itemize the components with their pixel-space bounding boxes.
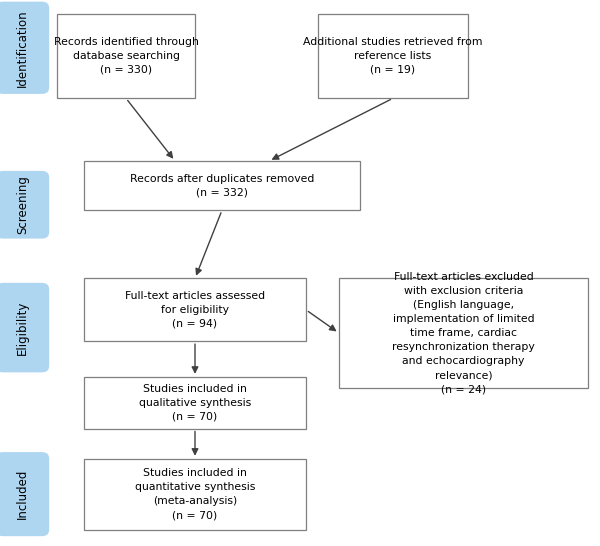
Text: Studies included in
qualitative synthesis
(n = 70): Studies included in qualitative synthesi… [139,384,251,422]
Text: Records after duplicates removed
(n = 332): Records after duplicates removed (n = 33… [130,174,314,198]
FancyBboxPatch shape [339,278,588,388]
Text: Records identified through
database searching
(n = 330): Records identified through database sear… [53,37,199,75]
Text: Identification: Identification [16,9,29,87]
Text: Full-text articles assessed
for eligibility
(n = 94): Full-text articles assessed for eligibil… [125,291,265,329]
Text: Additional studies retrieved from
reference lists
(n = 19): Additional studies retrieved from refere… [303,37,483,75]
Text: Eligibility: Eligibility [16,300,29,355]
FancyBboxPatch shape [0,452,49,536]
FancyBboxPatch shape [0,171,49,239]
FancyBboxPatch shape [84,459,306,530]
FancyBboxPatch shape [84,161,360,210]
FancyBboxPatch shape [57,14,195,98]
Text: Studies included in
quantitative synthesis
(meta-analysis)
(n = 70): Studies included in quantitative synthes… [135,468,255,520]
FancyBboxPatch shape [0,283,49,372]
FancyBboxPatch shape [0,2,49,94]
FancyBboxPatch shape [84,377,306,429]
FancyBboxPatch shape [318,14,468,98]
FancyBboxPatch shape [84,278,306,341]
Text: Included: Included [16,469,29,519]
Text: Screening: Screening [16,175,29,234]
Text: Full-text articles excluded
with exclusion criteria
(English language,
implement: Full-text articles excluded with exclusi… [392,272,535,394]
